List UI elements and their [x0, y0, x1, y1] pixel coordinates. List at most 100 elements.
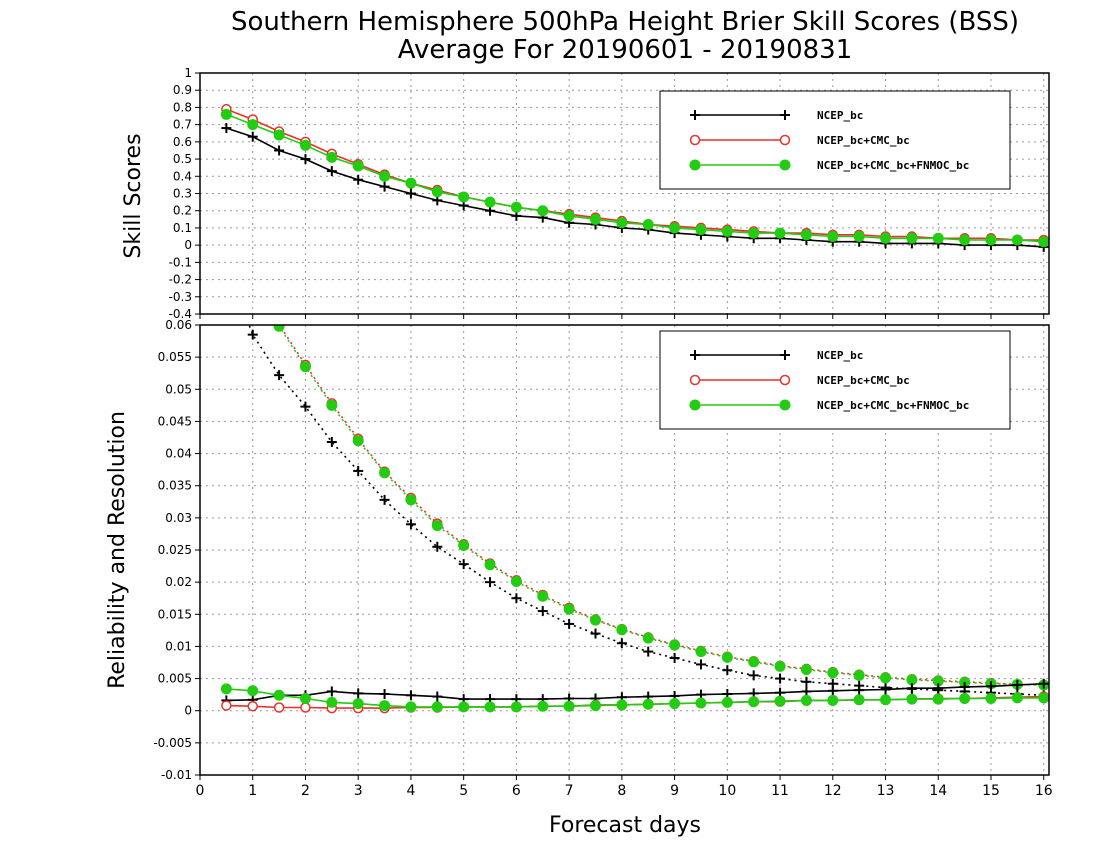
plot-area: [220, 103, 1049, 252]
y-tick-label: 0.1: [173, 221, 192, 235]
series-ncep-bc-cmc-bc-fnmoc-bc-resolution-point: [458, 540, 470, 551]
series-ncep-bc-resolution-point: [801, 676, 812, 687]
legend-ncep-bc-cmc-bc-marker-end: [779, 374, 791, 386]
x-tick-label: 4: [406, 783, 415, 799]
series-ncep-bc-point: [326, 166, 337, 177]
y-tick-label: 1: [184, 66, 192, 80]
series-ncep-bc-point: [379, 181, 390, 192]
x-tick-label: 14: [929, 783, 947, 799]
series-ncep-bc-resolution-point: [695, 659, 706, 670]
series-ncep-bc-cmc-bc-resolution-point: [248, 266, 257, 275]
series-ncep-bc-cmc-bc-fnmoc-bc-resolution-point: [352, 435, 364, 447]
legend-ncep-bc-cmc-bc-fnmoc-bc-marker-start: [689, 399, 701, 411]
series-ncep-bc-cmc-bc-fnmoc-bc-reliability-point: [563, 700, 575, 712]
series-ncep-bc-resolution-point: [616, 638, 627, 649]
series-ncep-bc-cmc-bc-fnmoc-bc-point: [800, 229, 812, 241]
series-ncep-bc-reliability-point: [801, 686, 812, 697]
series-ncep-bc-cmc-bc-fnmoc-bc-resolution-point: [642, 632, 654, 644]
y-tick-label: 0.02: [165, 575, 192, 589]
series-ncep-bc-cmc-bc-fnmoc-bc-reliability-point: [985, 693, 997, 704]
series-ncep-bc-point: [353, 174, 364, 185]
series-ncep-bc-reliability-point: [432, 691, 443, 702]
series-ncep-bc-cmc-bc-fnmoc-bc-point: [484, 196, 496, 208]
series-ncep-bc-cmc-bc-fnmoc-bc-resolution-point: [537, 590, 549, 602]
y-tick-label: 0.035: [158, 479, 192, 493]
plot-frame: [199, 72, 1050, 315]
series-ncep-bc-cmc-bc-fnmoc-bc-point: [1038, 236, 1049, 248]
series-ncep-bc-cmc-bc-fnmoc-bc-resolution-point: [695, 646, 707, 658]
y-tick-label: 0.025: [158, 543, 192, 557]
x-tick-label: 5: [459, 783, 468, 799]
series-ncep-bc-cmc-bc-fnmoc-bc-point: [537, 205, 549, 217]
series-ncep-bc-resolution-point: [722, 665, 733, 676]
legend-ncep-bc-cmc-bc-fnmoc-bc-marker-start: [689, 159, 701, 171]
series-ncep-bc-cmc-bc-fnmoc-bc-point: [642, 218, 654, 230]
legend-ncep-bc-cmc-bc-label: NCEP_bc+CMC_bc: [817, 134, 910, 147]
series-ncep-bc-point: [405, 188, 416, 199]
series-ncep-bc-reliability-point: [985, 681, 996, 692]
x-tick-label: 15: [982, 783, 1000, 799]
series-ncep-bc-cmc-bc-fnmoc-bc-reliability-point: [1011, 692, 1023, 704]
series-ncep-bc-cmc-bc-fnmoc-bc-reliability-point: [220, 683, 232, 695]
series-ncep-bc-cmc-bc-fnmoc-bc-reliability-point: [273, 689, 285, 701]
y-tick-label: 0.05: [165, 382, 192, 396]
series-ncep-bc-cmc-bc-fnmoc-bc-resolution-point: [405, 494, 417, 506]
series-ncep-bc-cmc-bc-fnmoc-bc-reliability-point: [906, 693, 918, 705]
series-ncep-bc-reliability-point: [959, 681, 970, 692]
legend-ncep-bc-cmc-bc-marker-start: [689, 374, 701, 386]
x-axis-label: Forecast days: [549, 813, 701, 838]
series-ncep-bc-point: [300, 154, 311, 165]
y-tick-label: 0.9: [173, 83, 192, 97]
series-ncep-bc-resolution-point: [458, 559, 469, 570]
legend-ncep-bc-cmc-bc-marker-start: [689, 134, 701, 146]
series-ncep-bc-cmc-bc-fnmoc-bc-resolution-point: [273, 325, 285, 332]
series-ncep-bc-resolution-point: [775, 673, 786, 684]
series-ncep-bc-cmc-bc-fnmoc-bc-reliability-point: [827, 694, 839, 706]
series-ncep-bc-reliability-point: [880, 684, 891, 695]
series-ncep-bc-cmc-bc-fnmoc-bc-point: [616, 217, 628, 229]
series-ncep-bc-point: [274, 145, 285, 156]
x-tick-label: 8: [617, 783, 626, 799]
series-ncep-bc-cmc-bc-fnmoc-bc-reliability-point: [484, 701, 496, 713]
y-tick-label: 0.2: [173, 204, 192, 218]
series-ncep-bc-reliability-point: [827, 685, 838, 696]
legend: NCEP_bc NCEP_bc+CMC_bc NCEP_bc+CMC_bc+FNMO…: [659, 330, 1011, 430]
series-ncep-bc-cmc-bc-fnmoc-bc-reliability-point: [510, 701, 522, 713]
series-ncep-bc-resolution-point: [432, 541, 443, 552]
series-ncep-bc-cmc-bc-fnmoc-bc-reliability-point: [853, 694, 865, 706]
y-tick-label: -0.3: [169, 290, 192, 304]
series-ncep-bc-cmc-bc-fnmoc-bc-reliability-point: [748, 696, 760, 708]
series-ncep-bc-cmc-bc-fnmoc-bc-point: [431, 186, 443, 198]
series-ncep-bc-cmc-bc-fnmoc-bc-point: [458, 191, 470, 203]
series-ncep-bc-cmc-bc-fnmoc-bc-point: [510, 201, 522, 213]
series-ncep-bc-cmc-bc-fnmoc-bc-reliability-point: [721, 696, 733, 708]
y-tick-label: 0.005: [158, 672, 192, 686]
series-ncep-bc-cmc-bc-resolution-point: [222, 216, 231, 225]
series-ncep-bc-cmc-bc-fnmoc-bc-point: [273, 129, 285, 141]
series-ncep-bc-cmc-bc-fnmoc-bc-point: [959, 234, 971, 246]
series-ncep-bc-cmc-bc-fnmoc-bc-point: [379, 170, 391, 182]
series-ncep-bc-reliability-point: [326, 686, 337, 697]
series-ncep-bc-resolution-point: [353, 465, 364, 476]
x-tick-label: 1: [248, 783, 257, 799]
series-ncep-bc-resolution-point: [485, 577, 496, 588]
series-ncep-bc-cmc-bc-reliability-point: [273, 702, 285, 713]
legend-ncep-bc-cmc-bc-fnmoc-bc-label: NCEP_bc+CMC_bc+FNMOC_bc: [817, 159, 969, 172]
y-tick-label: 0.06: [165, 318, 192, 332]
y-tick-label: 0.3: [173, 187, 192, 201]
y-tick-label: 0.04: [165, 447, 192, 461]
series-ncep-bc-cmc-bc-reliability-point: [247, 700, 258, 712]
series-ncep-bc-cmc-bc-fnmoc-bc-resolution-point: [827, 667, 839, 679]
series-ncep-bc-point: [247, 131, 258, 142]
series-ncep-bc-cmc-bc-fnmoc-bc-point: [695, 224, 707, 236]
series-ncep-bc-cmc-bc-fnmoc-bc-point: [563, 210, 575, 222]
y-tick-label: 0.6: [173, 135, 192, 149]
y-tick-label: -0.01: [161, 768, 192, 782]
x-tick-label: 0: [196, 783, 205, 799]
series-ncep-bc-reliability-line: [226, 682, 1044, 702]
reliability-resolution-panel: -0.01 -0.005 0 0.005 0.01 0.015 0.02 0.025 0.03 0…: [153, 216, 1052, 799]
series-ncep-bc-cmc-bc-fnmoc-bc-resolution-point: [800, 664, 812, 676]
legend: NCEP_bc NCEP_bc+CMC_bc NCEP_bc+CMC_bc+FNMO…: [659, 90, 1011, 190]
series-ncep-bc-cmc-bc-fnmoc-bc-reliability-point: [537, 700, 549, 712]
series-ncep-bc-cmc-bc-reliability-point: [300, 702, 311, 713]
